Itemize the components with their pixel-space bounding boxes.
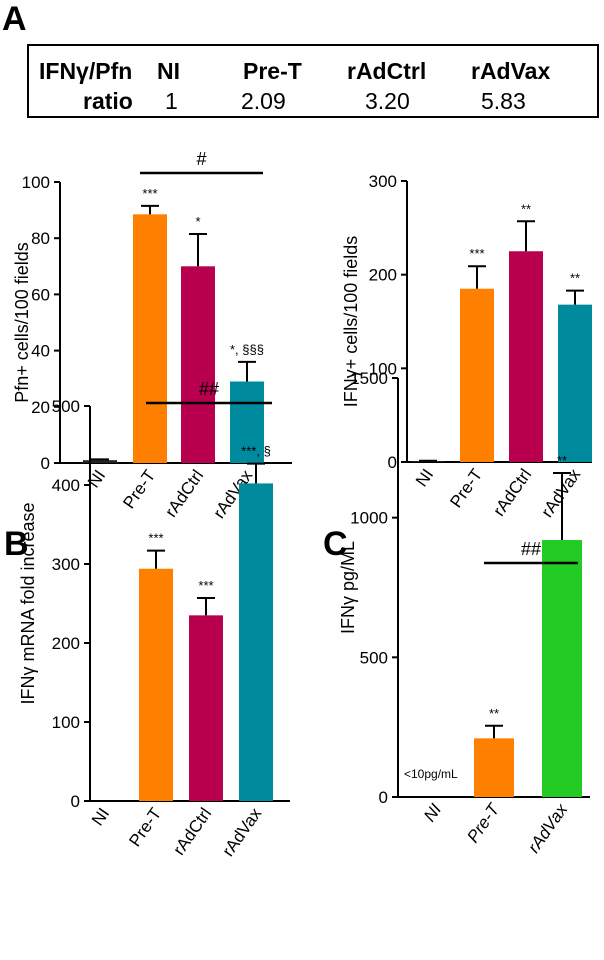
ifng-pg-bracket-label: ## [521,539,541,559]
ifng-cells-ylabel: IFNγ+ cells/100 fields [341,236,361,408]
pfn-ytick-label-80: 80 [31,229,50,248]
mrna-bar-radvax [239,483,273,801]
mrna-ytick-label-100: 100 [52,713,80,732]
ifng-pg-annotation-pre-t: ** [489,706,499,721]
pfn-annotation-radctrl: * [195,214,200,229]
ifng-cells-ytick-label-200: 200 [369,266,397,285]
ifng-cells-ytick-label-300: 300 [369,172,397,191]
ifng-cells-bar-radvax [558,304,592,462]
mrna-bar-pre-t [139,568,173,801]
mrna-ytick-label-300: 300 [52,555,80,574]
ifng-cells-annotation-radctrl: ** [521,201,531,216]
mrna-ytick-label-500: 500 [52,397,80,416]
mrna-annotation-radctrl: *** [198,578,213,593]
mrna-ytick-label-400: 400 [52,476,80,495]
ifng-pg-note: <10pg/mL [404,767,458,781]
ifng-pg-ytick-label-1000: 1000 [350,509,388,528]
ifng-cells-ytick-label-0: 0 [388,453,397,472]
panel-a-label: A [2,0,27,38]
ratio-val-pret: 2.09 [241,88,286,114]
ratio-val-ni: 1 [165,88,178,114]
pfn-ytick-label-60: 60 [31,285,50,304]
ifng-cells-bar-pre-t [460,288,494,462]
mrna-xlabel-radctrl: rAdCtrl [169,804,215,858]
mrna-ylabel: IFNγ mRNA fold increase [18,502,38,704]
ifng-cells-xlabel-ni: NI [412,465,437,490]
ifng-pg-ytick-label-1500: 1500 [350,369,388,388]
pfn-xlabel-ni: NI [84,466,109,491]
pfn-ytick-label-100: 100 [22,173,50,192]
ratio-table: IFNγ/Pfn ratio NI 1 Pre-T 2.09 rAdCtrl 3… [27,44,599,118]
pfn-annotation-radvax: *, §§§ [230,342,264,357]
mrna-xlabel-ni: NI [88,804,113,829]
ratio-col-radvax: rAdVax [471,58,551,84]
ifng-cells-annotation-radvax: ** [570,271,580,286]
ifng-cells-xlabel-radctrl: rAdCtrl [489,465,535,519]
ifng-cells-xlabel-pre-t: Pre-T [446,465,486,511]
mrna-bracket-label: ## [199,379,219,399]
mrna-ytick-label-200: 200 [52,634,80,653]
ratio-col-pret: Pre-T [243,58,302,84]
ifng-pg-ytick-label-500: 500 [360,648,388,667]
ratio-col-radctrl: rAdCtrl [347,58,427,84]
pfn-ytick-label-40: 40 [31,342,50,361]
ifng-pg-xlabel-ni: NI [420,800,445,825]
ratio-val-radvax: 5.83 [481,88,526,114]
pfn-xlabel-pre-t: Pre-T [119,466,159,512]
pfn-ytick-label-0: 0 [41,454,50,473]
pfn-bar-ni [83,460,117,463]
pfn-bracket-label: # [196,149,206,169]
ifng-pg-bar-radvax [542,540,582,797]
ifng-pg-annotation-radvax: ** [557,453,567,468]
pfn-annotation-pre-t: *** [142,186,157,201]
ifng-pg-ytick-label-0: 0 [379,788,388,807]
pfn-ytick-label-20: 20 [31,398,50,417]
ifng-cells-annotation-pre-t: *** [469,246,484,261]
ifng-cells-bar-radctrl [509,251,543,462]
pfn-xlabel-radctrl: rAdCtrl [161,466,207,520]
ratio-col-ni: NI [157,58,180,84]
ifng-pg-xlabel-pre-t: Pre-T [463,799,504,846]
ratio-val-radctrl: 3.20 [365,88,410,114]
ifng-pg-bar-pre-t [474,738,514,797]
ifng-pg-xlabel-radvax: rAdVax [524,800,571,856]
mrna-bar-radctrl [189,615,223,801]
ratio-row2-label: ratio [83,88,133,114]
mrna-xlabel-pre-t: Pre-T [125,804,165,850]
ifng-pg-ylabel: IFNγ pg/ML [338,541,358,634]
mrna-ytick-label-0: 0 [71,792,80,811]
pfn-bar-radvax [230,381,264,463]
panel-c-label: C [323,525,348,563]
ifng-cells-ytick-label-100: 100 [369,359,397,378]
panel-b-label: B [4,525,29,563]
mrna-annotation-radvax: ***, § [241,444,271,459]
pfn-ylabel: Pfn+ cells/100 fields [12,242,32,403]
mrna-xlabel-radvax: rAdVax [218,804,265,860]
mrna-annotation-pre-t: *** [148,531,163,546]
pfn-bar-radctrl [181,266,215,463]
pfn-bar-pre-t [133,214,167,463]
ratio-row1-label: IFNγ/Pfn [39,58,133,84]
